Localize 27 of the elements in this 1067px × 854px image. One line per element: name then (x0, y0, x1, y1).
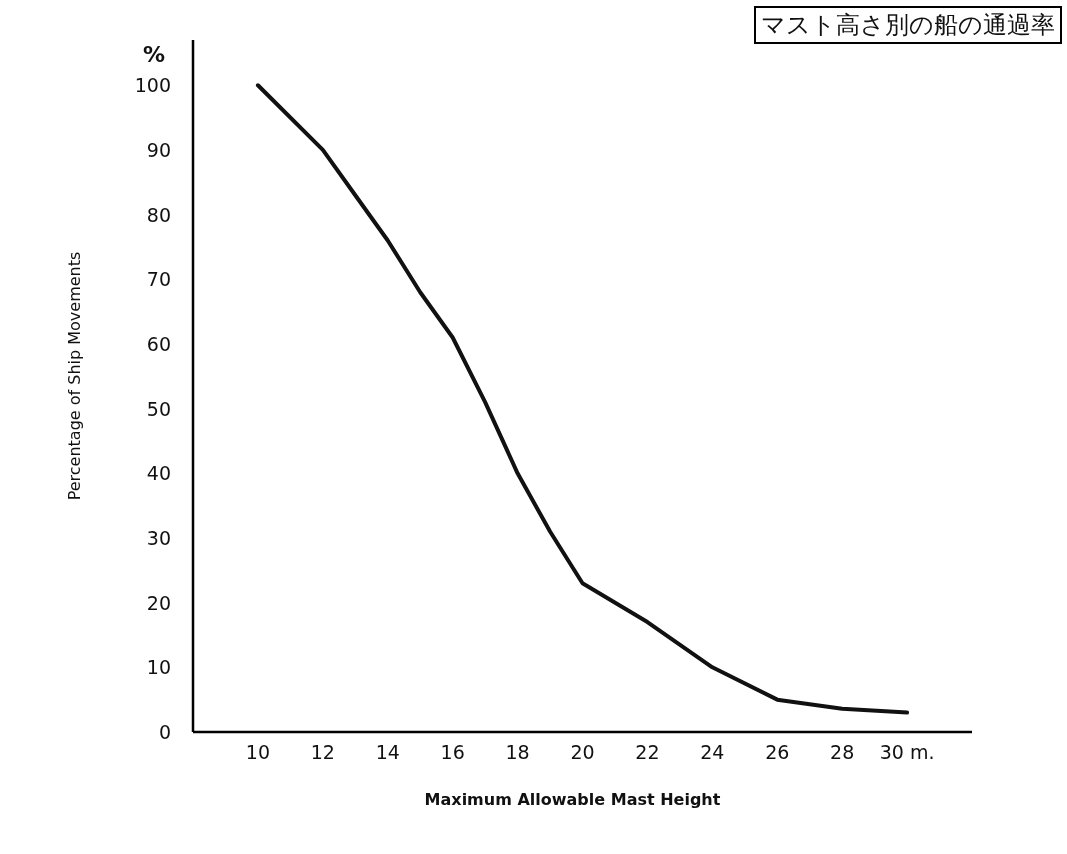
x-tick-label: 26 (765, 741, 790, 763)
y-tick-label: 50 (146, 397, 171, 420)
y-tick-label: 70 (146, 268, 171, 291)
y-tick-label: 30 (146, 526, 171, 549)
y-tick-label: 90 (146, 138, 171, 161)
chart-title: マスト高さ別の船の通過率 (761, 11, 1055, 39)
y-axis-title: Percentage of Ship Movements (65, 251, 84, 501)
y-tick-label: 60 (146, 332, 171, 355)
y-tick-label: 10 (146, 656, 171, 679)
x-tick-label: 30 m. (879, 741, 935, 763)
x-tick-label: 28 (830, 741, 855, 763)
y-tick-label: 80 (146, 203, 171, 226)
x-tick-label: 14 (375, 741, 400, 763)
y-tick-label: 20 (146, 591, 171, 614)
y-tick-label: 100 (134, 74, 171, 97)
text: % (142, 42, 165, 67)
y-tick-label: 0 (158, 721, 171, 743)
x-tick-label: 20 (570, 741, 595, 763)
x-tick-label: 22 (635, 741, 660, 763)
x-tick-label: 12 (310, 741, 335, 763)
y-tick-label: 40 (146, 462, 171, 485)
x-tick-label: 24 (700, 741, 725, 763)
x-tick-label: 16 (440, 741, 465, 763)
x-tick-label: 18 (505, 741, 530, 763)
line-series (255, 83, 910, 715)
x-axis-title: Maximum Allowable Mast Height (424, 790, 721, 809)
x-tick-label: 10 (245, 741, 271, 763)
